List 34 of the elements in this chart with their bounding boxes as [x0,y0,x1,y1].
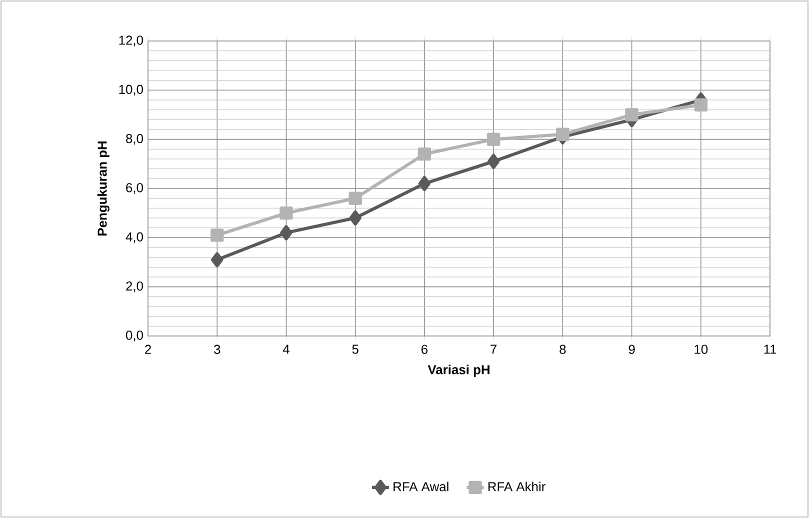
y-tick-label: 8,0 [126,134,143,145]
point [487,154,500,170]
x-tick-label: 10 [694,344,708,354]
point [418,147,432,161]
x-tick-label: 8 [560,344,566,354]
y-tick-label: 12,0 [119,36,143,46]
y-tick-label: 4,0 [126,232,143,244]
x-tick-label: 11 [764,344,776,354]
x-tick-label: 7 [490,344,497,354]
point [211,252,224,268]
x-tick-label: 2 [145,344,151,354]
y-tick-label: 2,0 [126,281,143,292]
point [280,206,293,220]
point [625,108,638,122]
point [348,192,362,205]
point [349,210,362,226]
point [694,98,708,112]
y-tick-label: 6,0 [126,183,143,194]
point [418,176,431,192]
point [210,228,224,242]
x-tick-label: 4 [282,344,290,354]
y-axis-title: Pengukuran pH [97,142,110,236]
legend-label: RFA Awal [394,482,448,492]
x-tick-label: 5 [352,344,358,354]
point [280,225,292,240]
y-tick-label: 0,0 [126,330,143,342]
x-tick-label: 9 [628,344,635,354]
point [556,128,570,142]
x-axis-title: Variasi pH [428,364,490,377]
legend-label: RFA Akhir [488,482,546,492]
point [486,132,500,146]
y-tick-label: 10,0 [119,84,143,96]
x-tick-label: 6 [422,344,428,354]
x-tick-label: 3 [214,344,220,354]
